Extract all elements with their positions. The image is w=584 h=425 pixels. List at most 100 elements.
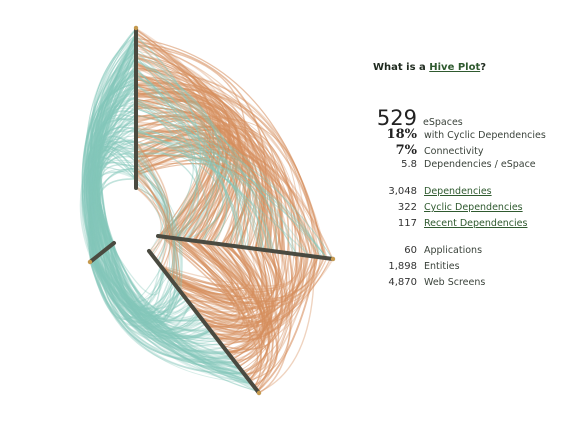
hive-edge	[135, 91, 215, 240]
hive-edge	[89, 261, 231, 361]
stat-value: 60	[404, 245, 417, 256]
hive-edge	[85, 72, 137, 258]
hive-edge	[107, 247, 218, 345]
hive-edge	[135, 161, 182, 289]
hive-edge	[98, 114, 137, 249]
hive-edge	[135, 84, 245, 248]
hive-edge	[90, 138, 137, 260]
hive-edge	[98, 254, 244, 374]
hive-edge	[135, 65, 269, 250]
stat-connectivity: 7% Connectivity	[360, 143, 580, 159]
hive-edge	[81, 84, 137, 258]
hive-edge	[135, 182, 166, 266]
hive-edge	[195, 240, 263, 382]
hive-edge	[135, 144, 167, 262]
stat-recent-dependencies: 117 Recent Dependencies	[360, 218, 580, 234]
hive-edge	[99, 254, 178, 314]
hive-edge	[240, 253, 295, 371]
hive-edge	[96, 256, 258, 392]
hive-edge	[111, 244, 244, 374]
hive-edge	[88, 54, 137, 262]
stat-value: 1,898	[388, 261, 417, 272]
hive-edge	[258, 253, 294, 394]
cyclic-dependencies-link[interactable]: Cyclic Dependencies	[424, 202, 523, 213]
hive-edge	[91, 260, 235, 364]
hive-edge	[135, 135, 291, 254]
hive-edge	[135, 154, 169, 262]
hive-edge	[89, 261, 194, 324]
hive-edge	[90, 107, 137, 254]
hive-edge	[135, 160, 181, 291]
hive-edge	[92, 259, 163, 315]
hive-edge	[173, 242, 240, 299]
hive-edge	[93, 258, 222, 346]
hive-axis-right	[156, 234, 335, 261]
hive-edge	[108, 246, 172, 323]
recent-dependencies-link[interactable]: Recent Dependencies	[424, 218, 528, 229]
hive-edge	[135, 187, 174, 282]
hive-edge	[88, 72, 137, 262]
hive-edge	[95, 155, 137, 251]
hive-edge	[89, 140, 137, 260]
hive-edge	[112, 243, 233, 363]
dependencies-link[interactable]: Dependencies	[424, 186, 492, 197]
hive-edge	[175, 237, 266, 360]
hive-edge	[90, 260, 244, 375]
hive-edge	[135, 72, 278, 252]
hive-edge	[220, 243, 271, 387]
hive-edge	[105, 249, 179, 325]
hive-edge	[96, 256, 246, 377]
hive-edge	[91, 36, 137, 245]
stat-value: 18%	[386, 127, 417, 142]
hive-edge	[135, 107, 264, 250]
hive-edge	[135, 136, 251, 247]
hive-edge	[110, 245, 233, 359]
hive-edge	[135, 85, 230, 237]
hive-edge	[135, 114, 333, 260]
hive-edge	[105, 248, 188, 314]
hive-edge	[249, 250, 291, 381]
hive-edge	[110, 245, 203, 322]
hive-edge	[92, 259, 210, 332]
hive-edge	[135, 55, 243, 247]
hive-edge	[97, 255, 237, 365]
hive-edge	[113, 243, 174, 314]
hive-edge	[163, 236, 239, 320]
hive-edge	[111, 244, 253, 385]
hive-edge	[105, 248, 192, 318]
hive-edge	[135, 33, 246, 247]
hive-edge	[93, 258, 180, 317]
hive-edge	[98, 254, 239, 368]
hive-plot-axes	[87, 25, 336, 396]
hive-edge	[135, 176, 178, 287]
hive-edge	[135, 149, 310, 257]
hive-edge	[217, 252, 288, 341]
hive-edge	[242, 249, 288, 373]
hive-edge	[105, 249, 235, 364]
hive-edge	[81, 161, 137, 261]
hive-edge	[135, 152, 317, 257]
stat-value: 529	[376, 106, 417, 130]
hive-plot-link[interactable]: Hive Plot	[429, 62, 481, 73]
hive-edge	[135, 181, 175, 280]
stat-web-screens: 4,870 Web Screens	[360, 277, 580, 293]
hive-edge	[91, 73, 137, 252]
hive-edge	[217, 251, 288, 340]
hive-edge	[135, 149, 179, 288]
hive-edge	[135, 101, 298, 255]
hive-edge	[89, 261, 244, 375]
hive-edge	[135, 158, 169, 264]
hive-edge	[135, 124, 293, 254]
hive-edge	[135, 115, 235, 241]
stat-label: Applications	[424, 245, 483, 256]
hive-edge	[210, 254, 298, 341]
hive-edge	[166, 256, 317, 299]
hive-edge	[135, 56, 317, 257]
stat-label: Entities	[424, 261, 460, 272]
hive-edge	[95, 171, 137, 248]
hive-edge	[135, 125, 235, 241]
hive-edge	[135, 175, 178, 287]
hive-edge	[135, 48, 262, 250]
hive-edge	[135, 170, 183, 293]
